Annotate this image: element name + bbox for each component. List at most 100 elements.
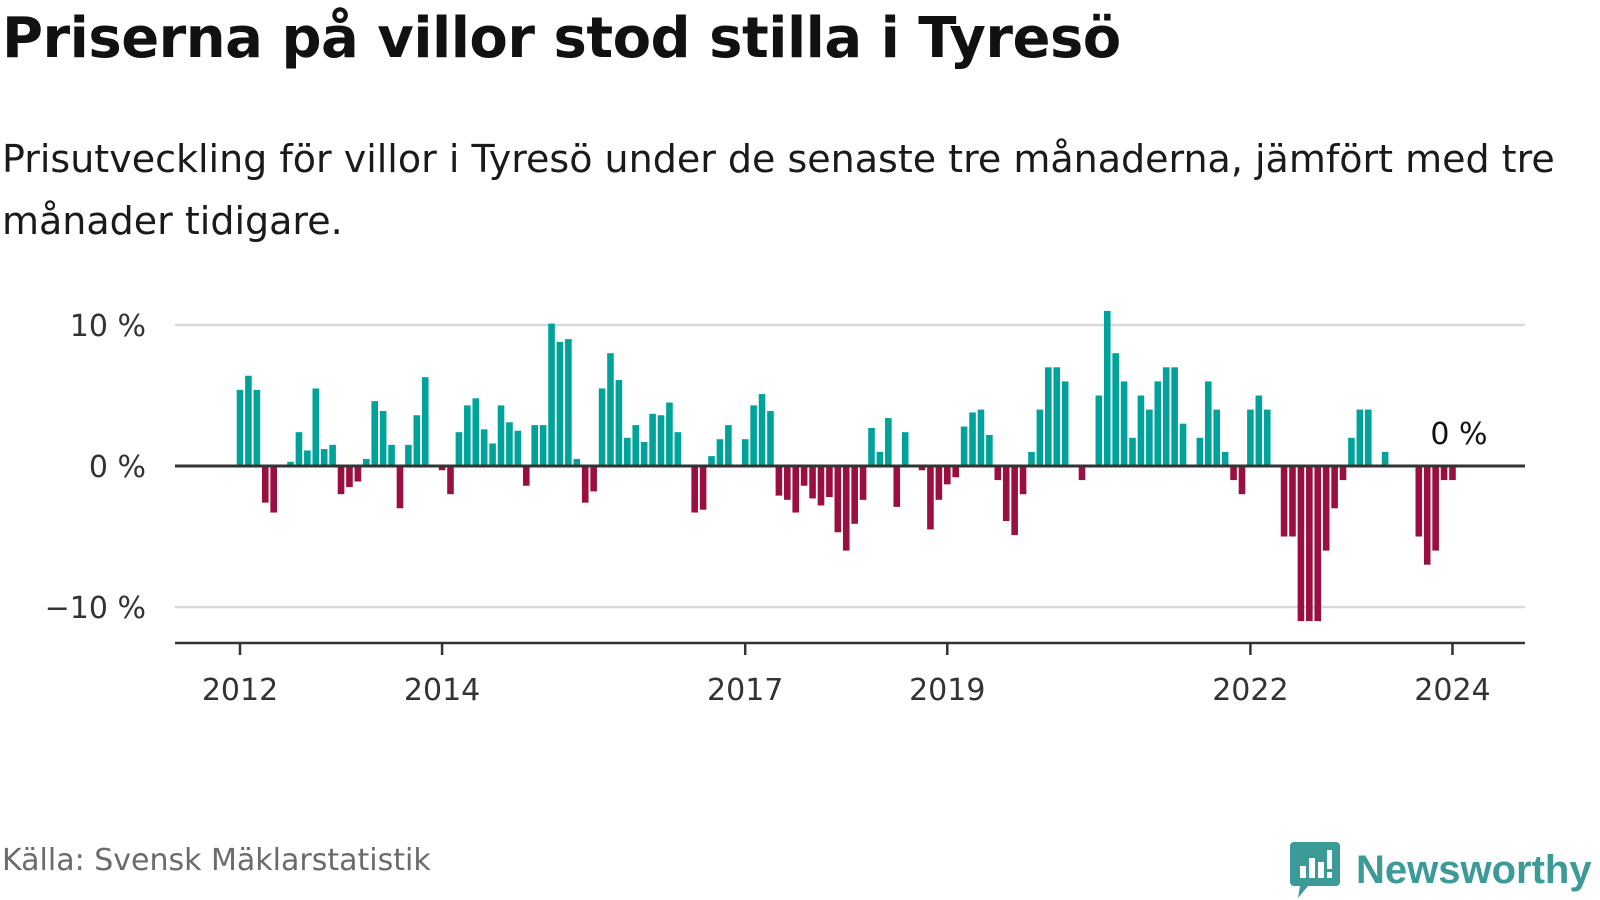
bar [615,379,623,466]
y-tick-label: 10 % [70,309,146,344]
bar [337,466,345,495]
bar [741,439,749,466]
bar [624,437,631,466]
bar [1095,395,1103,466]
bar [842,466,850,551]
bar [1011,466,1018,536]
bar [1112,353,1119,466]
bar [598,388,606,466]
bar [885,418,892,466]
bar [379,411,387,466]
bar [792,466,800,513]
bar [725,425,732,466]
bar [1289,466,1296,537]
x-ticks: 2012 2014 2017 2019 2022 2024 [202,643,1491,708]
brand-name: Newsworthy [1356,847,1592,892]
bar [893,466,901,507]
bar [1053,367,1061,466]
bar [716,439,724,466]
x-tick-label: 2019 [909,673,985,708]
bar [497,405,505,466]
bar [826,466,833,498]
bar [581,466,589,503]
bar [1364,409,1372,466]
y-tick-label: −10 % [45,591,146,626]
bar [1280,466,1288,537]
bar [649,413,656,466]
bar [943,466,951,485]
source-note: Källa: Svensk Mäklarstatistik [2,843,431,878]
bar [421,377,429,466]
bar [691,466,698,513]
bar [388,444,395,466]
bar [573,458,581,466]
bar [489,443,496,466]
bar [506,422,513,466]
bar [952,466,959,478]
bar [1230,466,1237,481]
chart-subtitle: Prisutveckling för villor i Tyresö under… [2,137,1555,243]
bar [1162,367,1170,466]
bar [531,425,538,466]
bar [1415,466,1423,537]
bar [699,466,707,510]
bar [1263,409,1271,466]
x-tick-label: 2024 [1414,673,1490,708]
bar [480,429,488,466]
y-tick-labels: 10 % 0 % −10 % [45,309,146,626]
bar [1061,381,1069,466]
bar [295,432,303,466]
bar [1247,409,1254,466]
bar [809,466,816,499]
bar [1154,381,1162,466]
bar [304,450,311,466]
bar [312,388,320,466]
bar [1129,437,1136,466]
bar [1019,466,1027,495]
x-tick-label: 2012 [202,673,278,708]
bar [607,353,614,466]
bar [918,466,926,471]
bar [565,339,572,466]
bar-chart: 10 % 0 % −10 % 2012 2014 2017 2019 2022 2024 0 … [45,309,1525,708]
bar [977,409,985,466]
bar [354,466,362,482]
bar [868,427,875,466]
bar [1238,466,1246,495]
bar [1322,466,1330,551]
bar [784,466,791,500]
bar [1297,466,1305,622]
bar [1381,451,1389,466]
bar [859,466,867,500]
bar [1306,466,1313,622]
bar [1103,310,1111,466]
bar [1423,466,1431,565]
x-tick-label: 2014 [404,673,480,708]
bar [464,405,471,466]
bar [371,401,379,466]
bar [666,402,673,466]
bar [708,456,715,466]
y-tick-label: 0 % [89,450,146,485]
bar [632,425,640,466]
bar [1120,381,1128,466]
bar [927,466,934,530]
bar [539,425,547,466]
bar [800,466,808,486]
bar [1255,395,1263,466]
brand-logo: Newsworthy [1290,842,1592,898]
bar [245,375,252,466]
bar [1137,395,1145,466]
bar [590,466,597,492]
bar [447,466,454,495]
bar [750,405,757,466]
bar [514,430,522,466]
bar [1339,466,1347,481]
bar [960,426,968,466]
bar [1213,409,1221,466]
bar [1002,466,1010,521]
bar [1356,409,1364,466]
bar [674,432,682,466]
bar [320,449,328,466]
bar [1171,367,1178,466]
